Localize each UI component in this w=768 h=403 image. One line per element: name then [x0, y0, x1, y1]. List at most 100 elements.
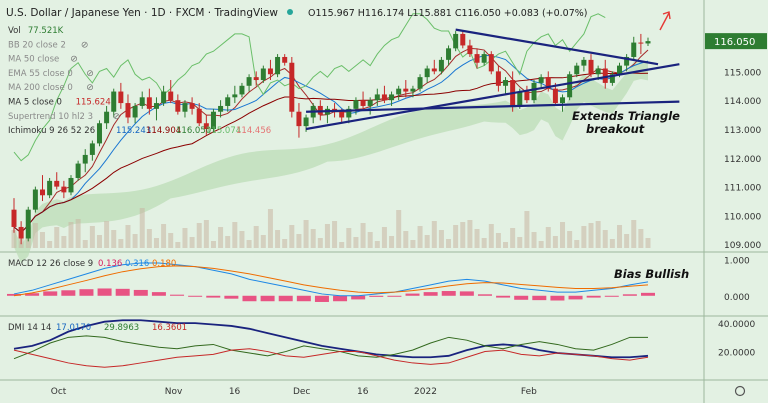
candle-body[interactable] [218, 105, 224, 112]
candle-body[interactable] [153, 103, 159, 109]
candle-body[interactable] [239, 85, 245, 95]
candle-body[interactable] [538, 77, 544, 83]
candle-body[interactable] [246, 77, 252, 86]
candle-body[interactable] [189, 103, 195, 109]
candle-body[interactable] [481, 54, 487, 63]
triangle-lower-trendline[interactable] [306, 100, 680, 113]
candle-body[interactable] [467, 45, 473, 55]
volume-bar [488, 224, 494, 248]
volume-bar [175, 242, 181, 248]
visibility-hidden-icon: ⊘ [70, 55, 78, 65]
volume-bar [111, 230, 117, 248]
candle-body[interactable] [11, 209, 17, 227]
candle-body[interactable] [453, 33, 459, 49]
candle-body[interactable] [595, 68, 601, 75]
candle-body[interactable] [289, 62, 295, 112]
candle-body[interactable] [125, 103, 131, 118]
candle-body[interactable] [275, 56, 281, 75]
candle-body[interactable] [61, 186, 67, 193]
candle-body[interactable] [531, 82, 537, 101]
candle-body[interactable] [517, 91, 523, 106]
candle-body[interactable] [602, 68, 608, 83]
candle-body[interactable] [424, 68, 430, 78]
candle-body[interactable] [488, 54, 494, 72]
candle-body[interactable] [104, 111, 110, 124]
candle-body[interactable] [374, 94, 380, 101]
candle-body[interactable] [438, 59, 444, 72]
candle-body[interactable] [75, 163, 81, 178]
candle-body[interactable] [253, 77, 259, 81]
candle-body[interactable] [303, 117, 309, 127]
candle-body[interactable] [196, 108, 202, 124]
candle-body[interactable] [139, 97, 145, 106]
candle-body[interactable] [39, 189, 45, 196]
candle-body[interactable] [495, 71, 501, 86]
triangle-resistance-line[interactable] [455, 28, 659, 66]
live-status-dot [287, 9, 293, 15]
candle-body[interactable] [503, 80, 509, 86]
candle-body[interactable] [96, 123, 102, 144]
candle-body[interactable] [175, 100, 181, 112]
candle-body[interactable] [524, 91, 530, 101]
candle-body[interactable] [431, 68, 437, 72]
candle-body[interactable] [282, 56, 288, 63]
candle-body[interactable] [18, 226, 24, 239]
candle-body[interactable] [232, 94, 238, 98]
candle-body[interactable] [82, 154, 88, 164]
candle-body[interactable] [182, 103, 188, 112]
candle-body[interactable] [617, 65, 623, 75]
candle-body[interactable] [32, 189, 38, 210]
triangle-upper-trendline[interactable] [305, 63, 680, 131]
candle-body[interactable] [389, 94, 395, 101]
candle-body[interactable] [267, 68, 273, 75]
candle-body[interactable] [588, 59, 594, 75]
candle-body[interactable] [360, 100, 366, 106]
candle-body[interactable] [210, 111, 216, 129]
candles[interactable] [11, 31, 651, 245]
candle-body[interactable] [168, 91, 174, 101]
candle-body[interactable] [353, 100, 359, 109]
candle-body[interactable] [567, 74, 573, 98]
candle-body[interactable] [552, 88, 558, 104]
candle-body[interactable] [624, 56, 630, 66]
candle-body[interactable] [89, 143, 95, 155]
settings-gear-icon[interactable] [734, 385, 746, 397]
candle-body[interactable] [474, 54, 480, 63]
candle-body[interactable] [346, 108, 352, 118]
candle-body[interactable] [403, 88, 409, 92]
candle-body[interactable] [68, 177, 74, 193]
candle-body[interactable] [225, 97, 231, 106]
candle-body[interactable] [609, 74, 615, 83]
candle-body[interactable] [146, 97, 152, 109]
candle-body[interactable] [54, 180, 60, 187]
candle-body[interactable] [417, 77, 423, 89]
candle-body[interactable] [396, 88, 402, 95]
candle-body[interactable] [25, 209, 31, 239]
candle-body[interactable] [203, 123, 209, 129]
candle-body[interactable] [296, 111, 302, 127]
candle-body[interactable] [161, 91, 167, 104]
candle-body[interactable] [638, 42, 644, 44]
candle-body[interactable] [132, 105, 138, 118]
macd-histogram-bar [441, 291, 456, 296]
macd-value: 0.136 [98, 259, 122, 269]
candle-body[interactable] [645, 41, 651, 44]
candle-body[interactable] [339, 111, 345, 118]
candle-body[interactable] [574, 65, 580, 75]
candle-body[interactable] [47, 180, 53, 196]
candle-body[interactable] [111, 91, 117, 112]
candle-body[interactable] [260, 68, 266, 81]
candle-body[interactable] [367, 100, 373, 106]
volume-bar [125, 225, 131, 248]
candle-body[interactable] [446, 48, 452, 60]
triangle-trendlines[interactable] [305, 11, 680, 131]
candle-body[interactable] [410, 88, 416, 92]
candle-body[interactable] [460, 33, 466, 46]
candle-body[interactable] [381, 94, 387, 101]
candle-body[interactable] [545, 77, 551, 89]
candle-body[interactable] [631, 42, 637, 57]
candle-body[interactable] [118, 91, 124, 104]
candle-body[interactable] [560, 97, 566, 104]
candle-body[interactable] [581, 59, 587, 66]
